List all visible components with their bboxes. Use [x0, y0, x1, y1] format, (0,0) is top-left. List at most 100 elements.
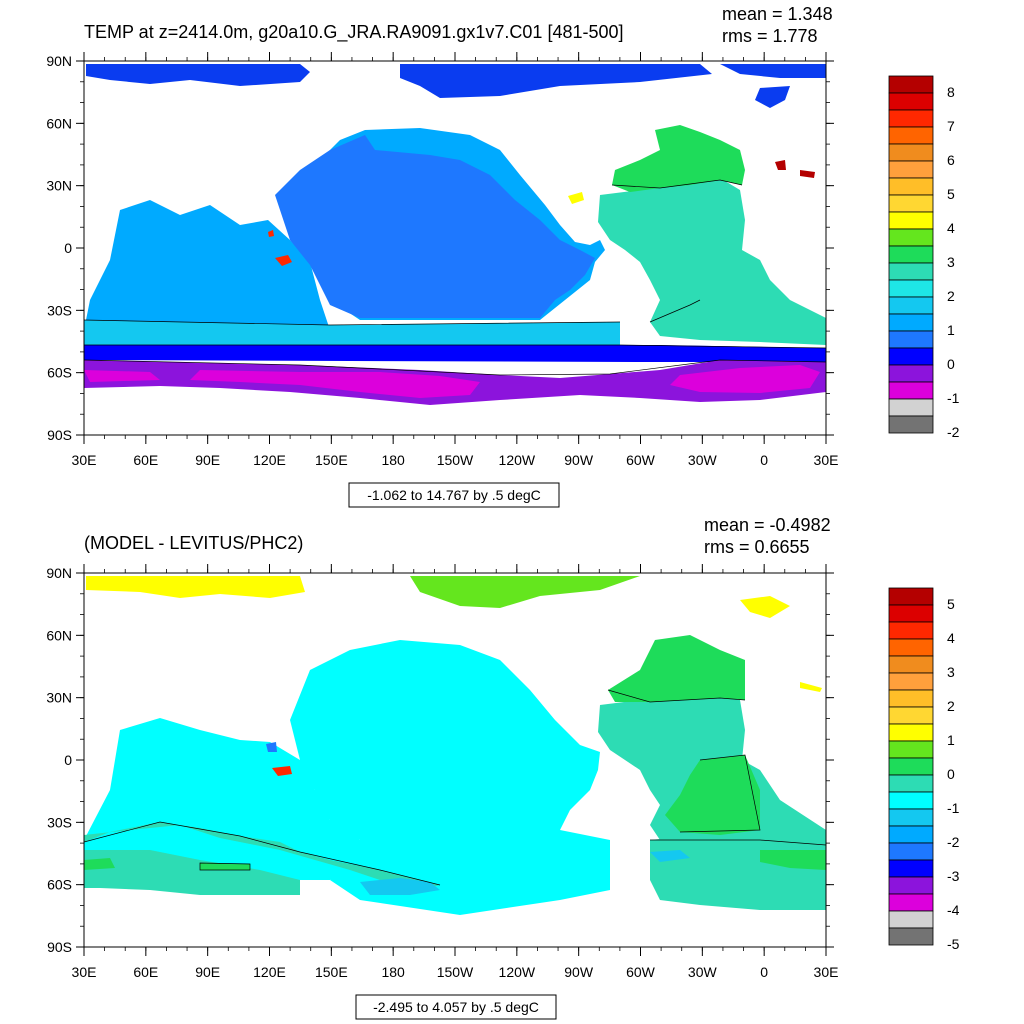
colorbar-swatch	[888, 910, 934, 929]
lon-tick-label: 120W	[499, 452, 536, 468]
map-field	[84, 576, 826, 915]
colorbar-swatch	[888, 415, 934, 434]
colorbar-label: 4	[947, 220, 955, 236]
lon-tick-label: 90W	[564, 452, 594, 468]
colorbar-swatch	[888, 92, 934, 111]
colorbar-swatch	[888, 296, 934, 315]
colorbar-swatch	[888, 791, 934, 810]
lat-tick-label: 60N	[46, 115, 72, 131]
region-south-band-a	[84, 320, 620, 345]
rms-label: rms = 1.778	[722, 26, 818, 46]
region-arctic-a	[86, 576, 822, 692]
colorbar-label: 1	[947, 732, 955, 748]
colorbar-swatch	[888, 876, 934, 895]
lon-tick-label: 120E	[253, 452, 286, 468]
lat-ticks: 90N 60N 30N 0 30S 60S 90S	[46, 53, 834, 443]
colorbar-label: -3	[947, 868, 960, 884]
contour-lines	[84, 179, 826, 376]
lon-tick-label: 0	[760, 452, 768, 468]
colorbar-swatch	[888, 75, 934, 94]
lon-tick-label: 120E	[253, 964, 286, 980]
lon-tick-label: 0	[760, 964, 768, 980]
colorbar-swatch	[888, 194, 934, 213]
lat-tick-label: 30N	[46, 178, 72, 194]
lat-tick-label: 30N	[46, 690, 72, 706]
region-med-spot	[775, 160, 815, 178]
lon-tick-label: 120W	[499, 964, 536, 980]
colorbar-label: 0	[947, 356, 955, 372]
region-southern-ocean-core	[84, 365, 820, 398]
lon-tick-label: 60E	[133, 452, 158, 468]
lon-tick-label: 90W	[564, 964, 594, 980]
colorbar-swatch	[888, 109, 934, 128]
lat-tick-label: 90N	[46, 53, 72, 69]
colorbar-label: 8	[947, 84, 955, 100]
region-hot-spot	[272, 766, 292, 776]
colorbar-swatch	[888, 825, 934, 844]
lat-tick-label: 90N	[46, 565, 72, 581]
lon-tick-label: 60W	[626, 452, 656, 468]
region-atlantic	[598, 178, 826, 345]
lat-tick-label: 90S	[47, 939, 72, 955]
region-hot-spot	[268, 230, 292, 266]
colorbar-swatch	[888, 211, 934, 230]
lat-tick-label: 90S	[47, 427, 72, 443]
colorbar-label: 5	[947, 186, 955, 202]
colorbar-swatch	[888, 177, 934, 196]
contour-lines	[84, 689, 826, 886]
colorbar-swatch	[888, 740, 934, 759]
range-box	[355, 994, 557, 1020]
colorbar-swatch	[888, 638, 934, 657]
region-arctic-b	[410, 576, 640, 608]
colorbar-swatch	[888, 262, 934, 281]
lat-tick-label: 0	[64, 240, 72, 256]
colorbar-label: 0	[947, 766, 955, 782]
region-atlantic-tropics	[608, 635, 760, 835]
region-south-band-b	[84, 345, 826, 362]
colorbar-label: 1	[947, 322, 955, 338]
colorbar-swatch	[888, 842, 934, 861]
region-south-dip	[360, 850, 690, 895]
lon-tick-label: 60W	[626, 964, 656, 980]
lat-tick-label: 30S	[47, 302, 72, 318]
lon-tick-label: 30E	[72, 452, 97, 468]
lat-tick-label: 60S	[47, 365, 72, 381]
region-north-atlantic	[612, 125, 745, 192]
lon-tick-label: 60E	[133, 964, 158, 980]
lon-tick-label: 30E	[814, 452, 839, 468]
lon-tick-label: 30W	[688, 964, 718, 980]
region-cool-spot	[266, 742, 277, 752]
range-box	[348, 482, 560, 508]
lon-ticks: 30E 60E 90E 120E 150E 180 150W 120W 90W 60W 30W 0 30…	[72, 52, 839, 468]
colorbar-swatch	[888, 587, 934, 606]
colorbar-swatch	[888, 228, 934, 247]
colorbar-label: -1	[947, 390, 960, 406]
colorbar-swatch	[888, 398, 934, 417]
lon-tick-label: 150E	[315, 452, 348, 468]
colorbar-label: -4	[947, 902, 960, 918]
colorbar-swatch	[888, 364, 934, 383]
colorbar: 8 7 6 5 4 3 2 1 0 -1 -2	[888, 75, 960, 440]
colorbar-swatch	[888, 245, 934, 264]
region-pacific	[275, 135, 595, 318]
colorbar-swatch	[888, 279, 934, 298]
colorbar-swatch	[888, 706, 934, 725]
lon-tick-label: 150W	[437, 452, 474, 468]
lon-tick-label: 180	[381, 964, 405, 980]
colorbar-swatch	[888, 330, 934, 349]
lon-tick-label: 90E	[195, 452, 220, 468]
range-label: -2.495 to 4.057 by .5 degC	[373, 999, 539, 1015]
lat-tick-label: 60N	[46, 627, 72, 643]
colorbar-swatch	[888, 143, 934, 162]
lat-ticks: 90N 60N 30N 0 30S 60S 90S	[46, 565, 834, 955]
mean-label: mean = -0.4982	[704, 515, 831, 535]
colorbar-swatch	[888, 927, 934, 946]
colorbar-swatch	[888, 808, 934, 827]
colorbar-label: -2	[947, 424, 960, 440]
rms-label: rms = 0.6655	[704, 537, 810, 557]
lon-ticks: 30E 60E 90E 120E 150E 180 150W 120W 90W 60W 30W 0 30…	[72, 564, 838, 980]
colorbar-swatch	[888, 655, 934, 674]
colorbar-label: 3	[947, 254, 955, 270]
colorbar-label: 7	[947, 118, 955, 134]
map-field	[84, 64, 826, 405]
